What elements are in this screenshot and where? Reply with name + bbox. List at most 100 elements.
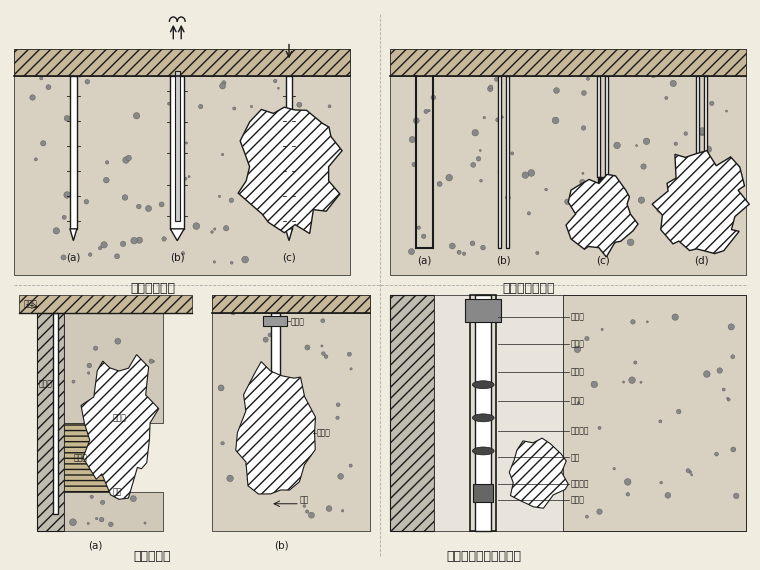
Circle shape: [545, 188, 547, 191]
Circle shape: [122, 195, 128, 200]
Circle shape: [613, 467, 616, 470]
Circle shape: [233, 107, 236, 110]
Circle shape: [305, 345, 310, 350]
Circle shape: [294, 209, 299, 214]
Circle shape: [302, 133, 306, 136]
Circle shape: [349, 464, 352, 467]
Text: 套管护壁注浆法: 套管护壁注浆法: [502, 283, 555, 295]
Circle shape: [218, 385, 224, 391]
Circle shape: [242, 256, 249, 263]
Circle shape: [103, 177, 109, 183]
Circle shape: [672, 314, 679, 320]
Circle shape: [278, 398, 284, 404]
Circle shape: [586, 212, 590, 215]
Text: 护壁管: 护壁管: [24, 299, 38, 308]
Polygon shape: [70, 229, 77, 241]
Text: 灌浆: 灌浆: [113, 487, 122, 496]
Circle shape: [188, 176, 190, 178]
Text: 止浆塞: 止浆塞: [571, 312, 584, 321]
Circle shape: [688, 233, 692, 237]
Circle shape: [87, 522, 89, 524]
Circle shape: [660, 481, 663, 484]
Circle shape: [629, 377, 635, 384]
Circle shape: [527, 211, 530, 215]
Circle shape: [211, 231, 214, 233]
Circle shape: [643, 138, 650, 145]
Circle shape: [722, 388, 725, 391]
Circle shape: [126, 155, 131, 161]
Circle shape: [424, 109, 428, 113]
Circle shape: [581, 126, 586, 130]
Circle shape: [64, 116, 70, 121]
Circle shape: [101, 242, 107, 248]
Circle shape: [213, 260, 216, 263]
Bar: [14, 48, 350, 76]
Circle shape: [88, 253, 92, 256]
Circle shape: [305, 214, 307, 216]
Bar: [175, 71, 179, 221]
Circle shape: [422, 234, 426, 239]
Circle shape: [598, 426, 601, 429]
Circle shape: [77, 71, 83, 77]
Circle shape: [587, 77, 590, 80]
Circle shape: [686, 469, 690, 473]
Circle shape: [470, 162, 476, 168]
Bar: [53, 312, 58, 514]
Bar: [696, 76, 699, 157]
Circle shape: [489, 85, 492, 89]
Circle shape: [250, 105, 252, 108]
Circle shape: [249, 186, 254, 192]
Circle shape: [717, 368, 723, 373]
Circle shape: [704, 370, 710, 377]
Circle shape: [408, 249, 414, 255]
Circle shape: [130, 400, 132, 402]
Circle shape: [350, 368, 352, 370]
Bar: [465, 299, 501, 323]
Circle shape: [698, 211, 705, 218]
Polygon shape: [238, 107, 342, 234]
Circle shape: [136, 237, 142, 243]
Circle shape: [109, 522, 113, 527]
Circle shape: [72, 99, 74, 101]
Circle shape: [115, 339, 121, 344]
Circle shape: [87, 372, 90, 374]
Bar: [170, 76, 184, 229]
Circle shape: [461, 69, 466, 74]
Circle shape: [716, 165, 721, 170]
Text: 灌浆体: 灌浆体: [317, 428, 331, 437]
Circle shape: [226, 475, 233, 482]
Circle shape: [580, 180, 585, 185]
Circle shape: [626, 492, 629, 496]
Circle shape: [184, 177, 187, 180]
Circle shape: [457, 250, 461, 254]
Circle shape: [625, 479, 631, 485]
Circle shape: [306, 510, 309, 513]
Text: 粘土层: 粘土层: [74, 453, 87, 462]
Circle shape: [702, 169, 707, 173]
Circle shape: [710, 101, 714, 105]
Circle shape: [646, 321, 648, 323]
Circle shape: [631, 320, 635, 324]
Circle shape: [185, 142, 188, 144]
Circle shape: [691, 474, 693, 476]
Circle shape: [714, 452, 718, 456]
Circle shape: [522, 172, 528, 178]
Ellipse shape: [473, 414, 494, 422]
Circle shape: [137, 204, 141, 209]
Circle shape: [602, 249, 605, 252]
Circle shape: [337, 474, 344, 479]
Bar: [263, 316, 287, 327]
Circle shape: [328, 105, 331, 108]
Polygon shape: [236, 361, 315, 494]
Bar: [70, 76, 77, 229]
Circle shape: [62, 215, 66, 219]
Circle shape: [231, 311, 236, 315]
Text: 灌浆体: 灌浆体: [113, 413, 127, 422]
Circle shape: [141, 67, 147, 73]
Circle shape: [64, 192, 71, 198]
Circle shape: [282, 197, 285, 200]
Circle shape: [595, 196, 598, 198]
Circle shape: [428, 109, 430, 112]
Bar: [65, 423, 119, 492]
Circle shape: [131, 238, 138, 244]
